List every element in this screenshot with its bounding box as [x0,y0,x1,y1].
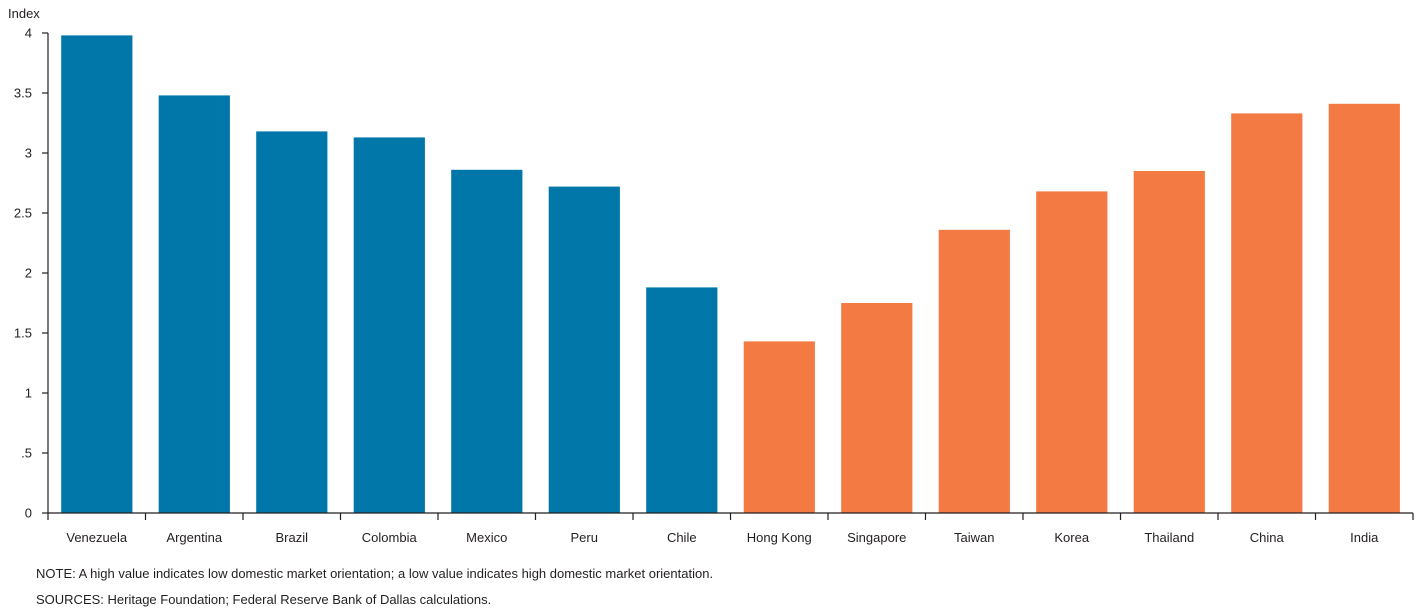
y-axis-title: Index [8,6,40,21]
y-tick-label: 4 [25,26,32,41]
x-tick-label: India [1350,530,1379,545]
x-tick-label: China [1250,530,1285,545]
bar [548,186,620,513]
x-tick-label: Hong Kong [747,530,812,545]
x-tick-label: Singapore [847,530,906,545]
x-tick-label: Peru [571,530,598,545]
chart-note: NOTE: A high value indicates low domesti… [36,566,714,581]
y-tick-label: 2 [25,266,32,281]
y-tick-label: 1.5 [14,326,32,341]
bar [1328,103,1400,514]
bar [938,229,1010,514]
bar [61,35,133,514]
bar [646,287,718,513]
bar [841,303,913,513]
bar [743,341,815,513]
x-tick-label: Venezuela [66,530,127,545]
bar [158,95,230,514]
bar [1231,113,1303,514]
y-tick-label: 3.5 [14,86,32,101]
y-tick-label: 1 [25,386,32,401]
bar-chart: 0 .5 1 1.5 2 2.5 3 3.5 4 Venezuela Argentina Brazil… [14,26,1414,545]
x-tick-label: Mexico [466,530,507,545]
bar [1036,191,1108,513]
x-tick-label: Colombia [362,530,418,545]
bar [451,169,523,514]
bar [1133,171,1205,513]
y-tick-label: 3 [25,146,32,161]
y-tick-label: 0 [25,506,32,521]
x-tick-label: Argentina [166,530,222,545]
x-tick-label: Brazil [275,530,308,545]
y-tick-label: .5 [21,446,32,461]
x-tick-label: Thailand [1144,530,1194,545]
x-tick-label: Korea [1054,530,1089,545]
chart-sources: SOURCES: Heritage Foundation; Federal Re… [36,592,492,607]
bar [256,131,328,513]
x-tick-label: Taiwan [954,530,994,545]
x-tick-label: Chile [667,530,697,545]
bar [353,137,425,513]
y-tick-label: 2.5 [14,206,32,221]
